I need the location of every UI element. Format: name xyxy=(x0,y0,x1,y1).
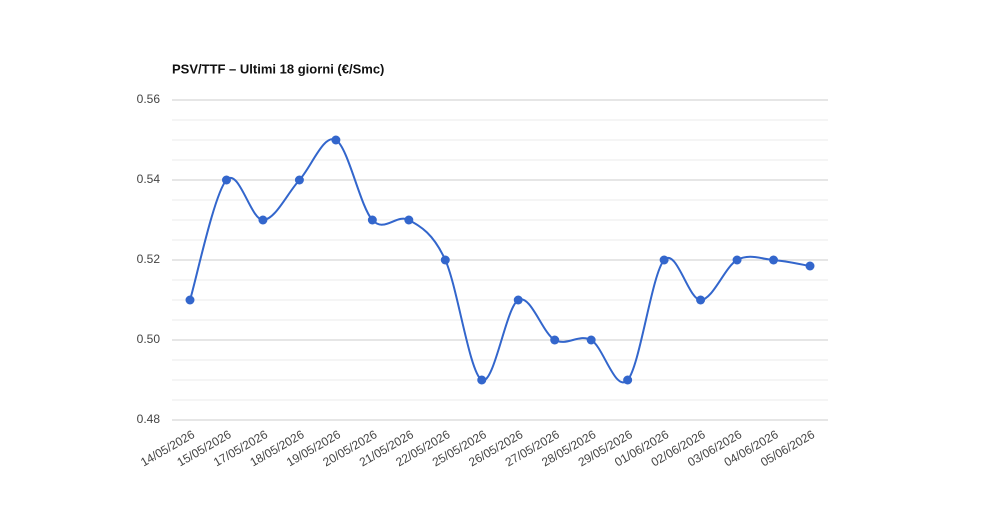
point xyxy=(258,215,268,225)
point xyxy=(586,335,596,345)
y-tick-label: 0.54 xyxy=(137,172,161,186)
point xyxy=(367,215,377,225)
y-tick-label: 0.52 xyxy=(137,252,161,266)
point xyxy=(404,215,414,225)
y-tick-label: 0.48 xyxy=(137,412,161,426)
point xyxy=(623,375,633,385)
point xyxy=(331,135,341,145)
point xyxy=(805,261,815,271)
point xyxy=(221,175,231,185)
y-tick-label: 0.50 xyxy=(137,332,161,346)
point xyxy=(696,295,706,305)
point xyxy=(732,255,742,265)
point xyxy=(769,255,779,265)
point xyxy=(513,295,523,305)
line xyxy=(189,138,811,384)
point xyxy=(440,255,450,265)
point xyxy=(659,255,669,265)
chart-title: PSV/TTF – Ultimi 18 giorni (€/Smc) xyxy=(172,61,384,76)
point xyxy=(550,335,560,345)
point xyxy=(185,295,195,305)
point xyxy=(477,375,487,385)
point xyxy=(294,175,304,185)
y-tick-label: 0.56 xyxy=(137,92,161,106)
